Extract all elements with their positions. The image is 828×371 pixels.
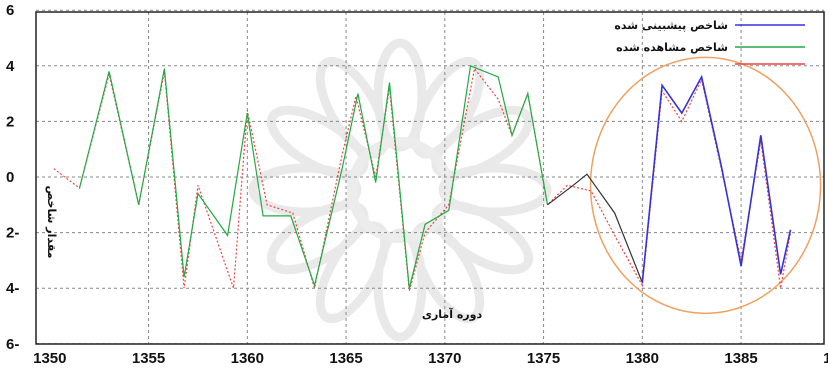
y-tick-label: 4 — [6, 58, 15, 75]
series-line-0 — [641, 74, 792, 283]
y-tick-labels: 6 4 2 0 2- 4- 6- — [6, 2, 19, 353]
y-tick-label: 2- — [6, 225, 19, 242]
series-line-1 — [78, 64, 549, 289]
legend-label: شاخص مشاهده شده — [616, 41, 728, 54]
x-tick-label: 1380 — [626, 350, 659, 367]
x-tick-label: 1390 — [823, 350, 828, 367]
x-tick-label: 1365 — [329, 350, 362, 367]
x-tick-labels: 1350 1355 1360 1365 1370 1375 1380 1385 1390 — [33, 350, 828, 367]
y-tick-label: 6- — [6, 336, 19, 353]
series-line-3 — [547, 173, 643, 283]
highlight-ellipse-layer — [589, 56, 822, 315]
plot-frame — [35, 11, 825, 345]
x-axis-label: دوره آماری — [422, 307, 483, 321]
x-tick-label: 1375 — [527, 350, 560, 367]
y-tick-label: 0 — [6, 169, 14, 186]
legend: شاخص پیشبینی شده شاخص مشاهده شده — [614, 19, 805, 65]
y-tick-label: 4- — [6, 280, 19, 297]
series-line-2 — [53, 67, 792, 292]
x-tick-label: 1360 — [231, 350, 264, 367]
series-layer — [53, 64, 792, 292]
highlight-ellipse — [589, 56, 822, 315]
x-tick-label: 1370 — [428, 350, 461, 367]
watermark-emblem — [248, 38, 552, 342]
y-axis-label: مقدار شاخص — [45, 186, 58, 259]
legend-label: شاخص پیشبینی شده — [614, 19, 728, 32]
x-tick-label: 1355 — [132, 350, 165, 367]
x-tick-label: 1385 — [724, 350, 757, 367]
x-tick-label: 1350 — [33, 350, 66, 367]
y-tick-label: 6 — [6, 2, 14, 19]
y-tick-label: 2 — [6, 113, 14, 130]
